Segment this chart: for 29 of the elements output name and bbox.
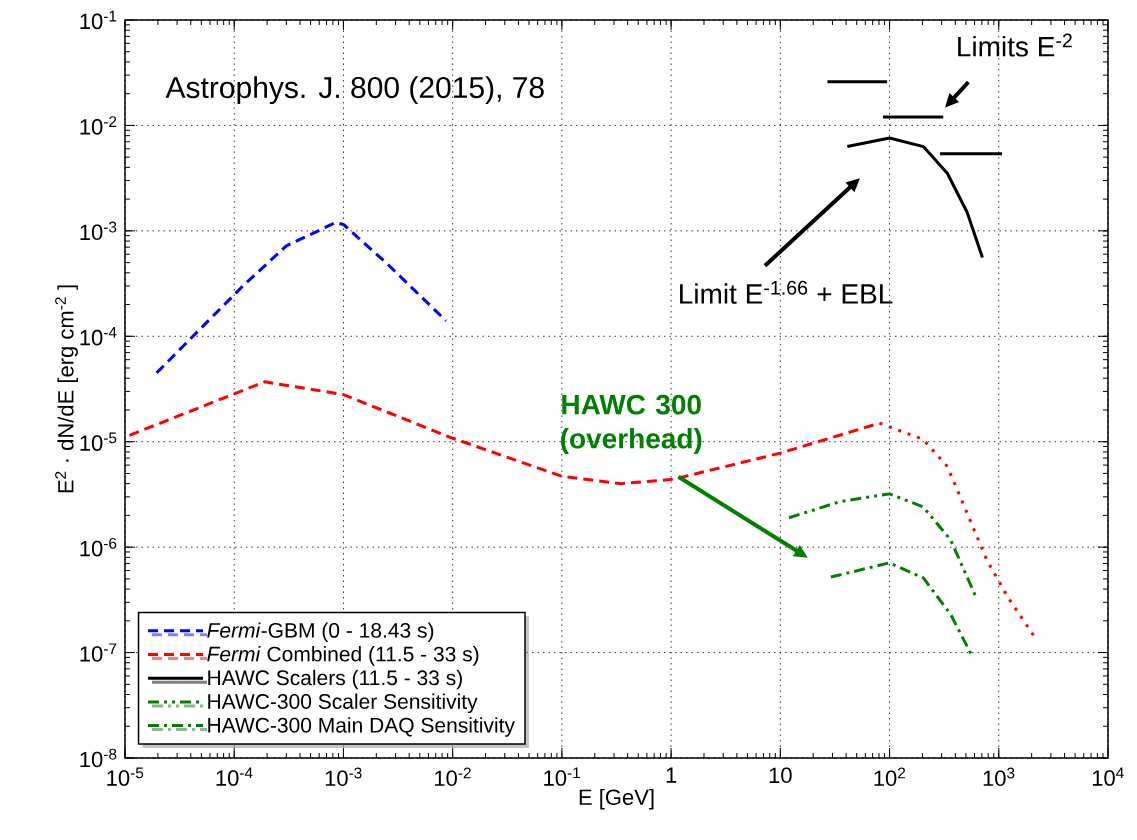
annotation: Limit E$^{-1.66}$ + EBL [680, 280, 893, 304]
x-tick-label: 10$^{4}$ [1092, 767, 1124, 786]
x-tick-label: 10$^{-3}$ [325, 767, 362, 787]
y-axis-title: E$^{2}$ · dN/dE [erg cm$^{-2}$ ] [55, 285, 78, 493]
annotation: Astrophys. J. 800 (2015), 78 [165, 76, 544, 105]
legend-label: Fermi Combined (11.5 - 33 s) [207, 646, 479, 666]
y-tick-label: 10$^{-1}$ [80, 10, 117, 30]
x-tick-label: 10$^{-4}$ [216, 767, 253, 786]
annotation: HAWC 300 (overhead) [561, 394, 702, 455]
x-tick-label: 10 [769, 767, 792, 784]
x-tick-label: 10$^{-2}$ [435, 767, 471, 787]
x-tick-label: 10$^{3}$ [983, 767, 1015, 787]
legend-label: Fermi-GBM (0 - 18.43 s) [207, 622, 434, 642]
legend-label: HAWC-300 Scaler Sensitivity [208, 693, 478, 714]
y-tick-label: 10$^{-7}$ [80, 643, 117, 662]
y-tick-label: 10$^{-5}$ [80, 432, 117, 451]
x-axis-title: E [GeV] [579, 788, 654, 810]
x-tick-label: 1 [666, 767, 677, 783]
x-tick-label: 10$^{-1}$ [544, 767, 580, 786]
y-tick-label: 10$^{-6}$ [80, 537, 117, 557]
legend-label: HAWC Scalers (11.5 - 33 s) [208, 669, 462, 690]
x-tick-label: 10$^{-5}$ [107, 767, 144, 786]
legend-label: HAWC-300 Main DAQ Sensitivity [208, 717, 515, 737]
y-tick-label: 10$^{-4}$ [80, 327, 117, 346]
y-tick-label: 10$^{-3}$ [80, 221, 117, 241]
annotation: Limits E$^{-2}$ [958, 33, 1072, 57]
y-tick-label: 10$^{-2}$ [80, 116, 117, 135]
y-tick-label: 10$^{-8}$ [80, 748, 117, 768]
x-tick-label: 10$^{2}$ [874, 767, 906, 787]
